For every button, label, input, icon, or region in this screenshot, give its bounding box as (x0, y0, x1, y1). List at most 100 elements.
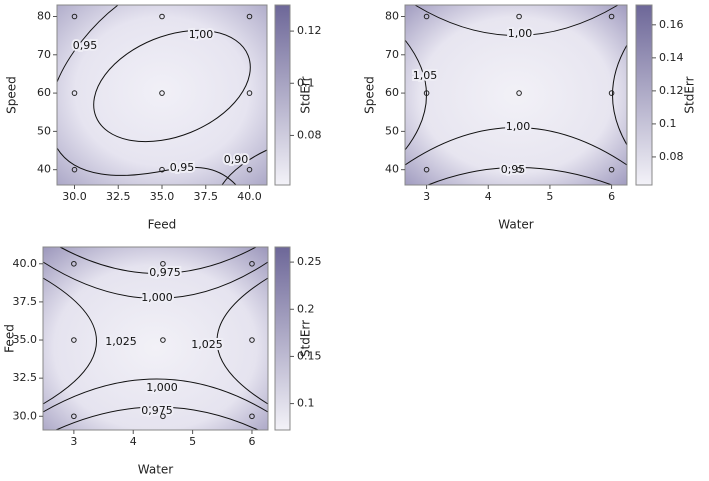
x-tick-label: 32.5 (106, 190, 131, 203)
contour-label: 1,025 (191, 338, 223, 351)
design-point (608, 13, 615, 20)
contour-line (42, 277, 97, 405)
design-point (71, 90, 78, 96)
contour-line (404, 127, 628, 166)
contour-label: 0,975 (149, 266, 181, 279)
colorbar-tick-label: 0.08 (297, 128, 322, 141)
contour-label: 0,95 (73, 39, 98, 52)
design-point (71, 166, 78, 173)
contour-line (93, 29, 251, 143)
y-axis-label: Speed (363, 76, 377, 114)
contour-line (56, 4, 119, 83)
x-tick-label: 5 (189, 435, 196, 448)
x-axis-label: Water (138, 463, 174, 477)
colorbar (274, 246, 291, 431)
y-tick-label: 60 (385, 86, 399, 99)
x-tick-label: 4 (485, 190, 492, 203)
contour-label: 0,95 (501, 163, 526, 176)
design-point (71, 13, 78, 20)
colorbar-tick-label: 0.25 (297, 255, 322, 268)
design-point (246, 13, 253, 20)
x-tick-label: 30.0 (62, 190, 87, 203)
x-tick-label: 3 (423, 190, 430, 203)
colorbar-tick-label: 0.1 (297, 76, 315, 89)
x-tick-label: 6 (608, 190, 615, 203)
contour-label: 0,975 (141, 404, 173, 417)
design-point (160, 337, 166, 343)
contour-label: 1,00 (508, 27, 533, 40)
colorbar-tick-label: 0.16 (659, 18, 684, 31)
y-tick-label: 80 (37, 9, 51, 22)
design-point (423, 166, 430, 173)
contour-line (221, 149, 268, 186)
y-tick-label: 50 (37, 124, 51, 137)
design-point (249, 337, 255, 343)
y-tick-label: 40 (385, 163, 399, 176)
contour-line (216, 277, 269, 405)
plot-frame (404, 4, 628, 186)
colorbar-label: StdErr (299, 320, 313, 357)
x-axis-label: Water (498, 218, 534, 232)
y-tick-label: 60 (37, 86, 51, 99)
colorbar-tick-label: 0.2 (297, 302, 315, 315)
x-tick-label: 6 (248, 435, 255, 448)
design-point (246, 90, 253, 96)
colorbar-tick-label: 0.08 (659, 150, 684, 163)
design-point (516, 13, 522, 20)
contour-line (42, 378, 269, 413)
contour-line (414, 4, 619, 36)
colorbar-tick-label: 0.1 (659, 117, 677, 130)
design-point (423, 90, 430, 96)
colorbar-tick-label: 0.14 (659, 51, 684, 64)
colorbar-tick-label: 0.15 (297, 349, 322, 362)
contour-label: 1,000 (146, 381, 178, 394)
contour-line (56, 147, 237, 186)
design-point (608, 90, 615, 96)
contour-label: 0,95 (170, 161, 195, 174)
contour-label: 1,025 (105, 335, 137, 348)
y-tick-label: 40 (37, 163, 51, 176)
y-tick-label: 70 (37, 48, 51, 61)
design-point (516, 90, 522, 96)
y-tick-label: 32.5 (13, 371, 38, 384)
y-tick-label: 50 (385, 124, 399, 137)
design-point (71, 337, 77, 343)
design-point (159, 90, 165, 96)
x-tick-label: 35.0 (150, 190, 175, 203)
y-tick-label: 70 (385, 48, 399, 61)
contour-label: 0,90 (224, 153, 249, 166)
x-tick-label: 5 (546, 190, 553, 203)
y-tick-label: 40.0 (13, 257, 38, 270)
contour-label: 1,000 (141, 291, 173, 304)
design-point (160, 413, 166, 420)
y-axis-label: Feed (3, 324, 17, 353)
design-point (249, 413, 255, 420)
colorbar-tick-label: 0.12 (297, 24, 322, 37)
x-tick-label: 4 (130, 435, 137, 448)
design-point (71, 260, 77, 267)
y-tick-label: 30.0 (13, 409, 38, 422)
colorbar-label: StdErr (683, 76, 697, 113)
design-point (160, 260, 166, 267)
plot-background (43, 247, 268, 430)
x-tick-label: 37.5 (194, 190, 219, 203)
contour-label: 1,05 (413, 69, 438, 82)
y-tick-label: 80 (385, 9, 399, 22)
design-point (159, 13, 165, 20)
design-point (249, 260, 255, 267)
design-point (516, 166, 522, 173)
y-tick-label: 35.0 (13, 333, 38, 346)
contour-line (59, 246, 257, 274)
x-tick-label: 3 (70, 435, 77, 448)
contour-line (55, 406, 259, 431)
colorbar (635, 4, 653, 186)
colorbar-tick-label: 0.1 (297, 397, 315, 410)
colorbar (274, 4, 291, 186)
y-tick-label: 37.5 (13, 295, 38, 308)
design-point (159, 166, 165, 173)
contour-label: 1,00 (506, 120, 531, 133)
y-axis-label: Speed (5, 76, 19, 114)
contour-label: 1,00 (189, 28, 214, 41)
design-point (608, 166, 615, 173)
